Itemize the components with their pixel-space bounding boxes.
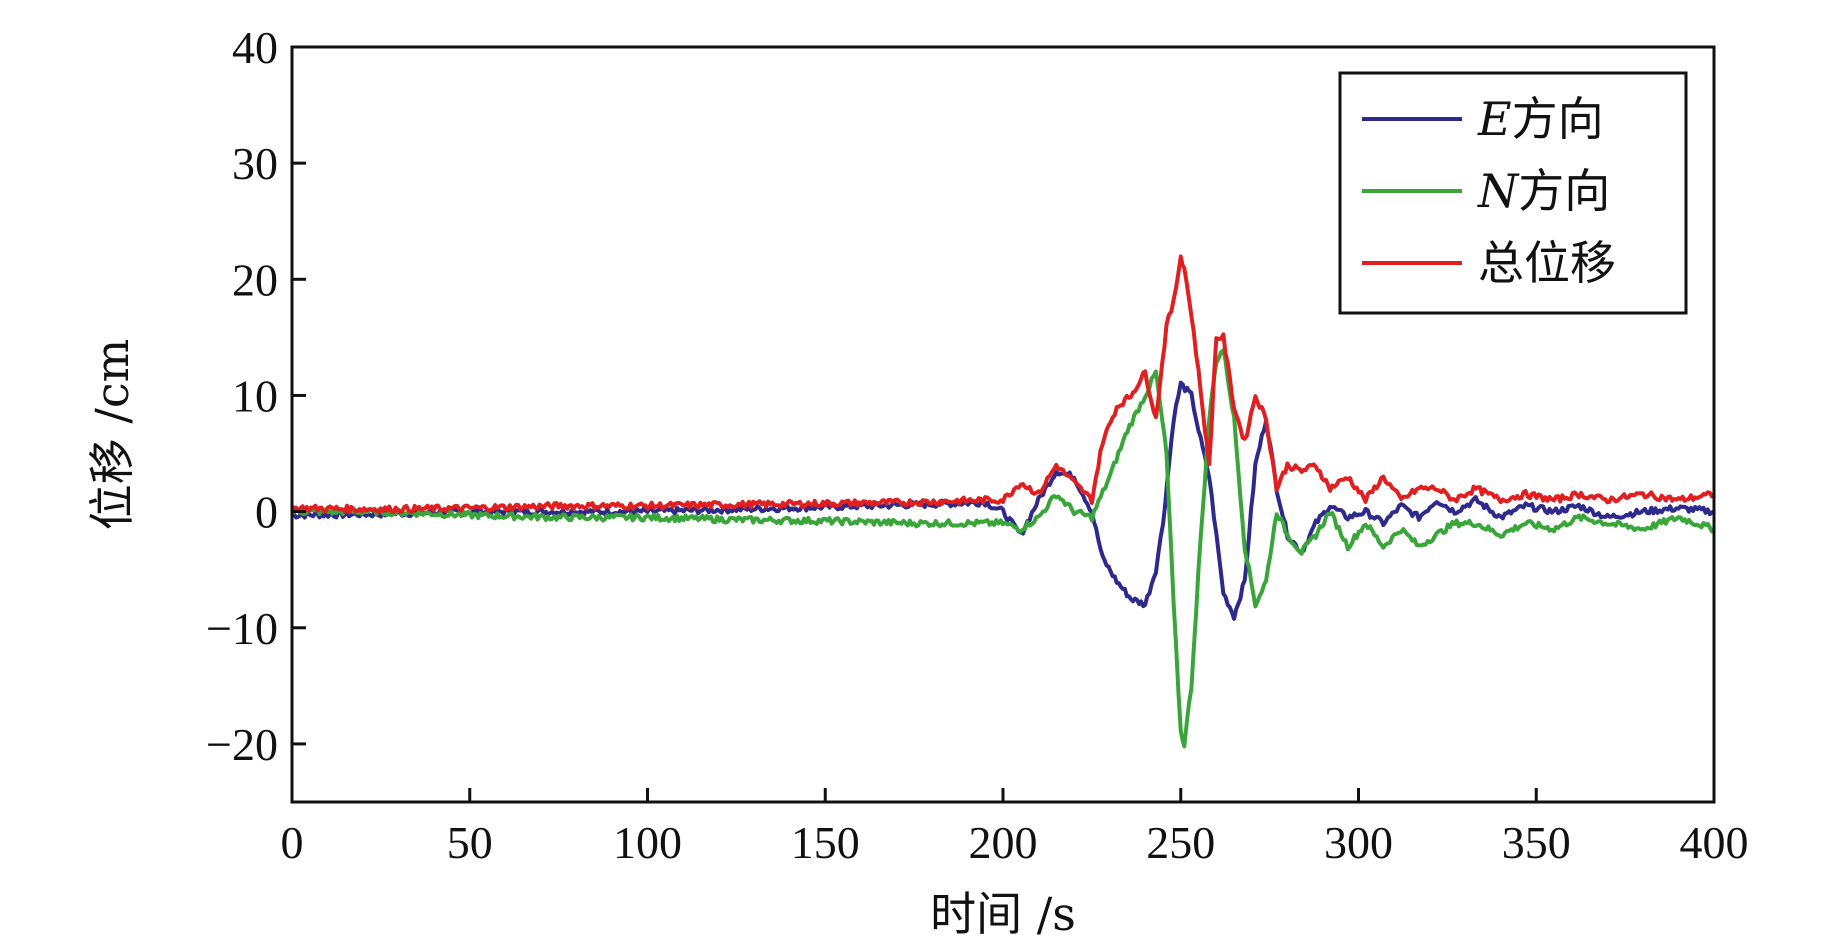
y-axis-title: 位移 /cm [85,339,139,531]
x-tick-label: 50 [447,817,493,868]
y-tick-label: 30 [232,138,278,189]
series-layer [290,254,1716,749]
legend-label: 总位移 [1478,236,1616,290]
series-line-3 [290,254,1716,515]
x-tick-label: 250 [1146,817,1215,868]
ticks-layer: 0 50 100 150 200 250 300 350 400 −20 −10 0 10 20 30 40 [206,22,1748,868]
x-tick-label: 0 [281,817,304,868]
x-axis-title: 时间 /s [930,887,1076,941]
series-line-2 [290,348,1716,749]
x-tick-label: 150 [791,817,860,868]
x-tick-label: 100 [613,817,682,868]
legend-label: N方向 [1477,164,1610,218]
x-tick-label: 300 [1324,817,1393,868]
y-tick-label: 10 [232,370,278,421]
y-tick-label: −20 [206,719,278,770]
x-tick-label: 350 [1502,817,1571,868]
legend-label: E方向 [1477,92,1604,146]
y-tick-label: −10 [206,603,278,654]
y-tick-label: 20 [232,254,278,305]
y-tick-label: 40 [232,22,278,73]
y-tick-label: 0 [255,487,278,538]
x-tick-label: 200 [969,817,1038,868]
x-tick-label: 400 [1680,817,1749,868]
